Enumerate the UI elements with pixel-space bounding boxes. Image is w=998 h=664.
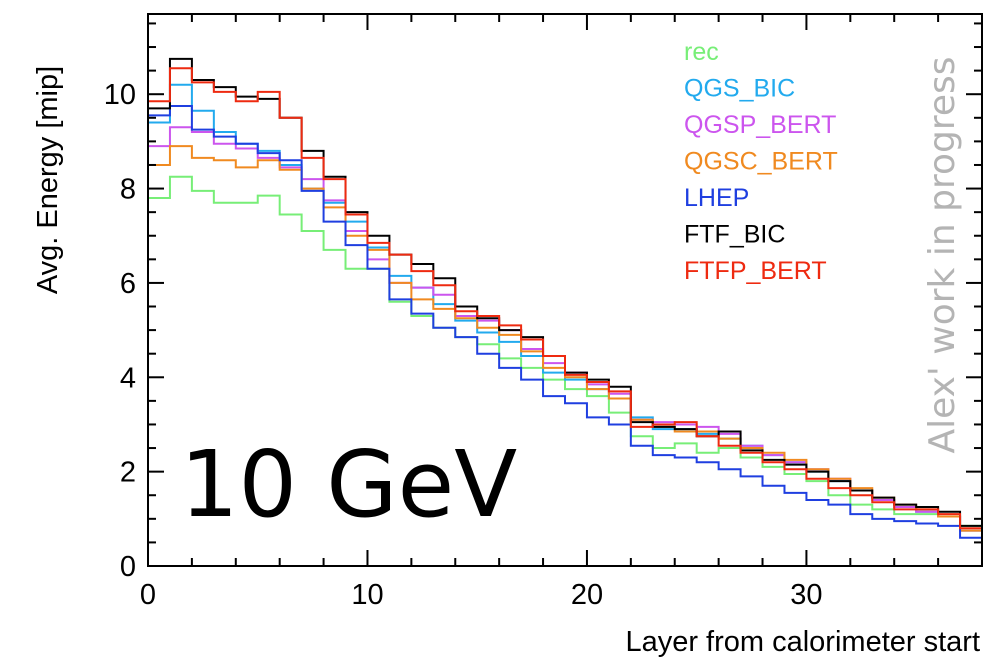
legend-entry-rec: rec xyxy=(684,38,719,66)
y-tick-label: 8 xyxy=(120,174,136,206)
series-line-rec xyxy=(148,175,982,527)
series-line-lhep xyxy=(148,105,982,539)
y-tick-label: 10 xyxy=(104,79,136,111)
y-tick-label: 4 xyxy=(120,362,136,394)
y-axis-title: Avg. Energy [mip] xyxy=(32,66,64,294)
axis-layer: 0 10 20 30 0 2 4 6 8 10 xyxy=(104,13,983,611)
legend: rec QGS_BIC QGSP_BERT QGSC_BERT LHEP FTF_BIC F… xyxy=(684,38,838,285)
series-layer xyxy=(148,57,982,539)
legend-entry-lhep: LHEP xyxy=(684,184,749,212)
energy-label: 10 GeV xyxy=(180,431,517,538)
plot-frame xyxy=(147,13,983,567)
watermark-text: Alex' work in progress xyxy=(922,56,963,453)
x-tick-label: 20 xyxy=(571,579,603,611)
legend-entry-ftf-bic: FTF_BIC xyxy=(684,221,785,249)
x-tick-label: 30 xyxy=(790,579,822,611)
x-tick-label: 0 xyxy=(140,579,156,611)
x-axis-title: Layer from calorimeter start xyxy=(625,626,980,658)
legend-entry-qgs-bic: QGS_BIC xyxy=(684,75,795,103)
legend-entry-qgsp-bert: QGSP_BERT xyxy=(684,111,836,139)
y-tick-label: 0 xyxy=(120,551,136,583)
legend-entry-qgsc-bert: QGSC_BERT xyxy=(684,148,838,176)
y-tick-label: 2 xyxy=(120,457,136,489)
y-tick-label: 6 xyxy=(120,268,136,300)
x-tick-label: 10 xyxy=(351,579,383,611)
series-line-ftfp-bert xyxy=(148,67,982,530)
legend-entry-ftfp-bert: FTFP_BERT xyxy=(684,257,827,285)
